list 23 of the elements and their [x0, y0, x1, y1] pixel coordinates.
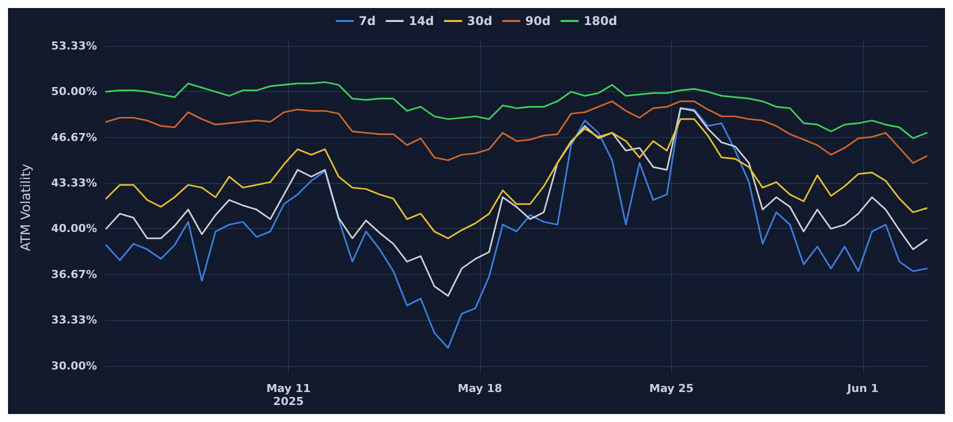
legend-label: 90d [525, 14, 551, 28]
x-tick-label: May 25 [649, 382, 694, 395]
y-tick-label: 43.33% [51, 176, 97, 190]
x-tick-label: May 18 [458, 382, 502, 395]
y-tick-label: 33.33% [51, 314, 97, 327]
y-axis-title: ATM Volatility [19, 164, 34, 252]
legend-label: 30d [467, 14, 492, 28]
line-series [105, 118, 928, 240]
line-series [105, 100, 928, 164]
x-tick-label: May 11 2025 [266, 382, 311, 408]
line-series [105, 107, 928, 297]
y-tick-label: 46.67% [51, 130, 97, 144]
y-tick-label: 53.33% [51, 40, 97, 53]
legend-label: 14d [408, 14, 434, 28]
y-tick-label: 50.00% [51, 85, 97, 98]
y-tick-label: 40.00% [51, 222, 97, 236]
x-tick-label: Jun 1 [846, 382, 879, 395]
y-tick-label: 36.67% [51, 268, 97, 281]
legend-label: 7d [358, 14, 376, 28]
y-tick-label: 30.00% [51, 359, 97, 372]
line-series [105, 81, 928, 140]
line-series [105, 107, 928, 349]
legend-label: 180d [584, 14, 618, 28]
